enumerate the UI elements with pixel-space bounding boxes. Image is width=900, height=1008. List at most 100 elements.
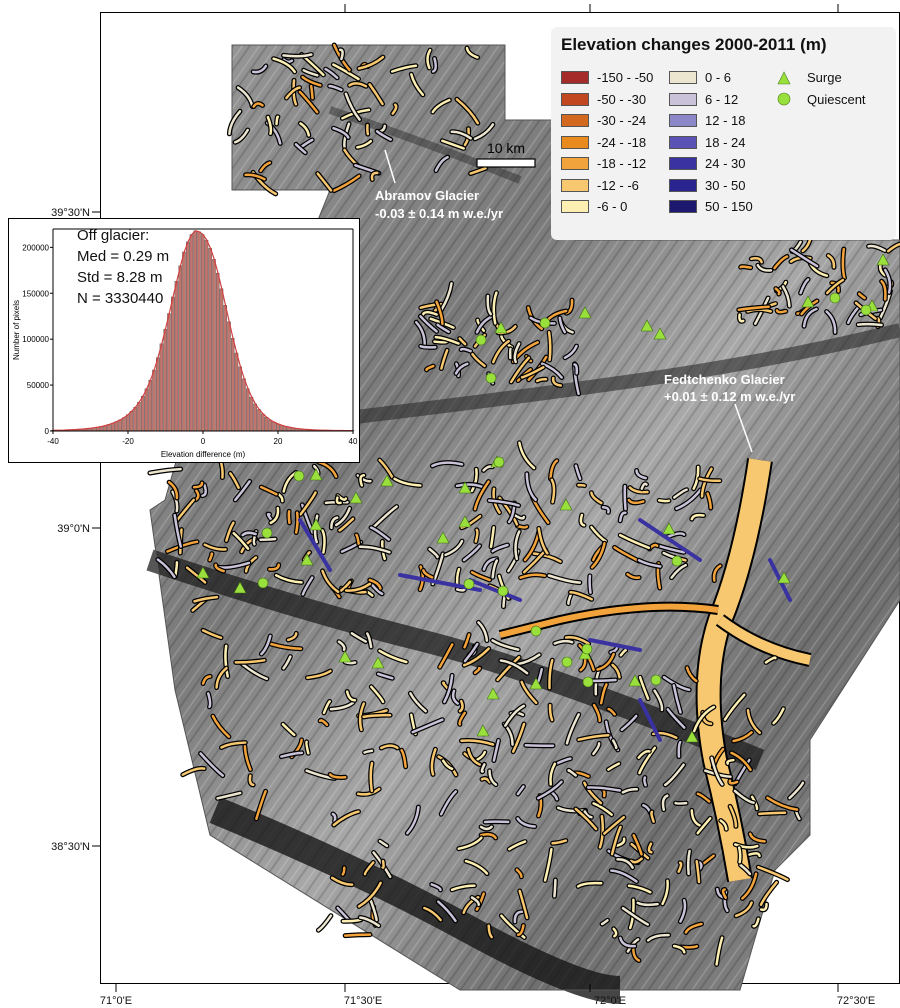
legend-item: -50 - -30 bbox=[561, 89, 653, 111]
glacier-fill bbox=[473, 123, 495, 141]
glacier-fill bbox=[599, 683, 608, 705]
histogram-stats: Off glacier: Med = 0.29 m Std = 8.28 m N… bbox=[77, 225, 169, 309]
glacier-fill bbox=[719, 819, 728, 831]
glacier-fill bbox=[492, 739, 500, 762]
legend-title: Elevation changes 2000-2011 (m) bbox=[561, 35, 827, 54]
glacier-fill bbox=[422, 569, 434, 579]
histogram-bar bbox=[275, 423, 280, 432]
legend-item: 18 - 24 bbox=[669, 132, 753, 154]
glacier-fill bbox=[886, 242, 900, 253]
histogram-bar bbox=[242, 378, 246, 432]
glacier-fill bbox=[294, 143, 307, 154]
glacier-fill bbox=[491, 543, 509, 553]
glacier-fill bbox=[241, 531, 257, 537]
glacier-fill bbox=[640, 482, 648, 490]
glacier-fill bbox=[550, 478, 556, 504]
quiescent-marker bbox=[261, 527, 273, 539]
glacier-fill bbox=[788, 781, 805, 800]
glacier-fill bbox=[471, 352, 486, 368]
glacier-fill bbox=[236, 86, 254, 108]
quiescent-marker bbox=[539, 317, 551, 329]
lon-label-7100: 71°0'E bbox=[100, 995, 132, 1007]
quiescent-marker bbox=[582, 676, 594, 688]
surge-marker bbox=[338, 650, 352, 663]
histogram-bar bbox=[148, 379, 152, 432]
glacier-fill bbox=[332, 810, 360, 827]
glacier-fill bbox=[259, 485, 278, 496]
glacier-fill bbox=[259, 161, 272, 173]
glacier-fill bbox=[348, 82, 368, 88]
glacier-fill bbox=[672, 944, 686, 954]
glacier-fill bbox=[328, 84, 343, 92]
glacier-fill bbox=[565, 713, 580, 745]
glacier-fill bbox=[756, 263, 773, 272]
glacier-fill bbox=[423, 906, 442, 922]
glacier-fill bbox=[255, 790, 267, 820]
histogram-bar bbox=[182, 251, 186, 432]
glacier-fill bbox=[556, 806, 587, 813]
glacier-fill bbox=[664, 763, 685, 787]
glacier-fill bbox=[662, 675, 691, 692]
glacier-thickening bbox=[588, 638, 642, 652]
histogram-chart: -40 -20 0 20 40 0 50000 100000 150000 200000 Ele… bbox=[12, 228, 358, 459]
glacier-fill bbox=[192, 481, 204, 489]
glacier-fill bbox=[476, 318, 486, 332]
glacier-fill bbox=[358, 545, 391, 554]
glacier-fill bbox=[616, 858, 634, 869]
lon-label-7230: 72°30'E bbox=[837, 995, 875, 1007]
glacier-fill bbox=[618, 511, 627, 523]
glacier-fill bbox=[199, 752, 225, 777]
histogram-bar bbox=[114, 421, 119, 432]
legend-label: -150 - -50 bbox=[597, 70, 654, 86]
histogram-bar bbox=[272, 421, 276, 432]
glacier-fill bbox=[462, 544, 481, 562]
legend-item: 50 - 150 bbox=[669, 196, 753, 218]
histogram-bar bbox=[197, 231, 201, 432]
glacier-fill bbox=[206, 692, 212, 709]
glacier-fill bbox=[750, 257, 763, 264]
glacier-fill bbox=[672, 684, 682, 714]
glacier-fill bbox=[370, 685, 385, 704]
glacier-fill bbox=[748, 852, 761, 858]
glacier-fill bbox=[331, 812, 337, 823]
y-tick-label: 150000 bbox=[22, 289, 49, 298]
glacier-fill bbox=[737, 305, 770, 312]
glacier-fill bbox=[479, 825, 493, 831]
histogram-bar bbox=[234, 352, 239, 432]
glacier-thickening bbox=[638, 698, 662, 742]
glacier-fill bbox=[696, 792, 711, 803]
glacier-fill bbox=[564, 636, 590, 645]
histogram-bar bbox=[126, 414, 130, 432]
glacier-fill bbox=[244, 173, 266, 181]
glacier-fill bbox=[167, 480, 179, 500]
glacier-fill bbox=[621, 906, 650, 926]
surge-marker bbox=[653, 327, 667, 340]
glacier-fill bbox=[391, 103, 398, 115]
glacier-fill bbox=[618, 533, 651, 550]
glacier-fill bbox=[339, 580, 352, 593]
glacier-fill bbox=[463, 633, 471, 649]
legend-item: 12 - 18 bbox=[669, 110, 753, 132]
scale-bar-label: 10 km bbox=[487, 140, 525, 156]
histogram-bar bbox=[155, 357, 160, 432]
glacier-fill bbox=[377, 672, 394, 680]
glacier-fill bbox=[825, 278, 845, 295]
histogram-xlabel: Elevation difference (m) bbox=[161, 450, 246, 459]
glacier-fill bbox=[201, 483, 207, 497]
glacier-fill bbox=[302, 69, 319, 77]
glacier-fill bbox=[492, 291, 498, 325]
legend-item: -30 - -24 bbox=[561, 110, 653, 132]
glacier-fill bbox=[547, 331, 552, 362]
histogram-bar bbox=[129, 411, 134, 432]
quiescent-marker bbox=[293, 470, 305, 482]
quiescent-marker bbox=[475, 334, 487, 346]
glacier-fill bbox=[440, 282, 453, 311]
legend-swatch bbox=[669, 71, 697, 85]
glacier-fill bbox=[318, 719, 329, 726]
surge-marker bbox=[578, 306, 592, 319]
glacier-fill bbox=[514, 530, 521, 561]
surge-marker bbox=[233, 581, 247, 594]
glacier-fill bbox=[334, 507, 351, 527]
glacier-fill bbox=[426, 48, 432, 70]
lat-label-3830: 38°30'N bbox=[51, 841, 90, 853]
